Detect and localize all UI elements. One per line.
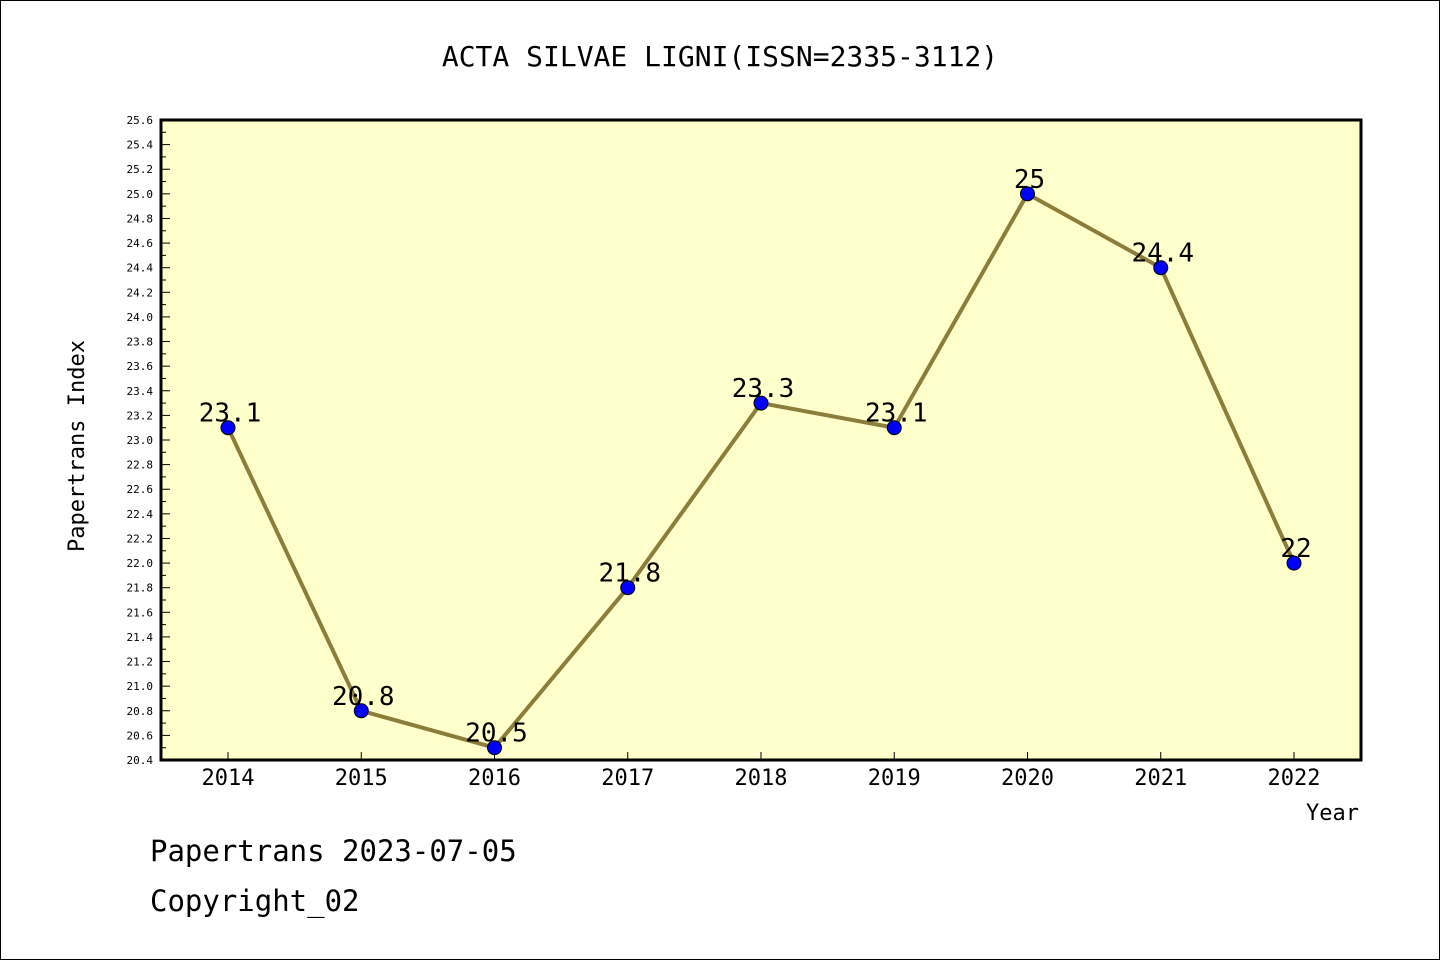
y-axis: 20.4 20.6 20.8 21.0 21.2 21.4 21.6 21.8 22.0 22.2…	[127, 114, 170, 767]
data-label: 24.4	[1131, 239, 1194, 269]
x-tick-label: 2015	[335, 766, 388, 791]
y-tick-label: 20.4	[127, 754, 154, 767]
y-tick-label: 24.8	[127, 212, 154, 225]
x-tick-label: 2020	[1001, 766, 1054, 791]
y-tick-label: 24.4	[127, 262, 154, 275]
data-label: 22	[1280, 534, 1311, 564]
x-axis: 2014 2015 2016 2017 2018 2019 2020 2021 2022	[202, 752, 1321, 791]
data-point	[753, 395, 769, 411]
x-tick-label: 2017	[601, 766, 654, 791]
series-group: 23.1 20.8 20.5 21.8 23.3 23.1 25 24.4 22	[199, 165, 1312, 756]
x-tick-label: 2022	[1268, 766, 1321, 791]
data-point	[620, 580, 636, 596]
data-label: 23.3	[732, 374, 795, 404]
y-tick-label: 21.2	[127, 656, 154, 669]
data-point	[220, 420, 236, 436]
y-tick-label: 22.2	[127, 532, 154, 545]
data-point	[353, 703, 369, 719]
plot-area	[159, 118, 1363, 762]
data-label: 23.1	[865, 399, 928, 429]
data-point	[1286, 555, 1302, 571]
y-tick-label: 23.2	[127, 409, 154, 422]
y-tick-label: 24.2	[127, 286, 154, 299]
footer-source: Papertrans 2023-07-05	[150, 834, 517, 868]
y-axis-label: Papertrans Index	[65, 340, 90, 552]
x-tick-label: 2018	[735, 766, 788, 791]
y-tick-label: 25.6	[127, 114, 154, 127]
y-tick-label: 25.0	[127, 188, 154, 201]
data-point	[487, 740, 502, 756]
y-tick-label: 23.8	[127, 336, 154, 349]
data-point	[1153, 260, 1169, 276]
y-tick-label: 25.4	[127, 139, 154, 152]
footer-copyright: Copyright_02	[150, 884, 360, 918]
y-tick-label: 20.8	[127, 705, 154, 718]
x-tick-label: 2016	[468, 766, 521, 791]
y-tick-label: 22.6	[127, 483, 154, 496]
y-tick-label: 23.6	[127, 360, 154, 373]
y-tick-label: 22.4	[127, 508, 154, 521]
y-tick-label: 23.4	[127, 385, 154, 398]
y-tick-label: 21.6	[127, 606, 154, 619]
y-tick-label: 21.4	[127, 631, 154, 644]
y-tick-label: 20.6	[127, 729, 154, 742]
y-tick-label: 21.0	[127, 680, 154, 693]
y-tick-label: 23.0	[127, 434, 154, 447]
data-label: 25	[1014, 165, 1045, 195]
data-label: 20.8	[332, 682, 395, 712]
data-label: 23.1	[199, 399, 262, 429]
y-tick-label: 22.0	[127, 557, 154, 570]
x-tick-label: 2014	[202, 766, 255, 791]
data-point	[886, 420, 902, 436]
y-tick-label: 22.8	[127, 459, 154, 472]
y-tick-label: 21.8	[127, 582, 154, 595]
y-tick-label: 24.6	[127, 237, 154, 250]
x-tick-label: 2019	[868, 766, 921, 791]
chart-title: ACTA SILVAE LIGNI(ISSN=2335-3112)	[442, 40, 998, 73]
x-axis-label: Year	[1306, 801, 1359, 826]
x-tick-label: 2021	[1134, 766, 1187, 791]
data-point	[1020, 186, 1035, 202]
y-tick-label: 24.0	[127, 311, 154, 324]
data-label: 21.8	[598, 559, 661, 589]
y-tick-label: 25.2	[127, 163, 154, 176]
data-label: 20.5	[465, 719, 528, 749]
